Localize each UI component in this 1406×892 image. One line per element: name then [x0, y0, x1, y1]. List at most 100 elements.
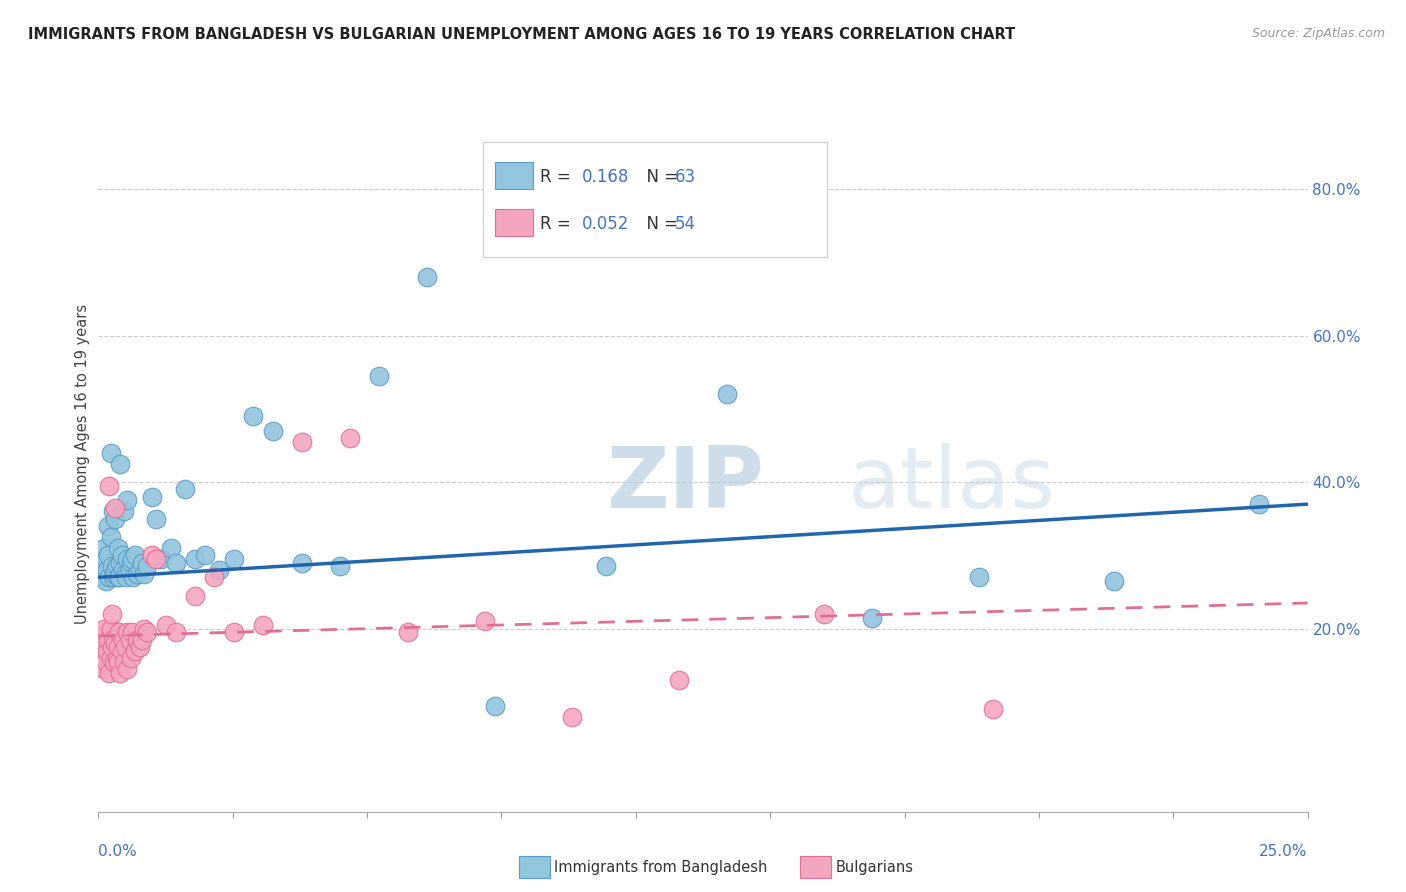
- Text: 54: 54: [675, 215, 696, 233]
- Text: 25.0%: 25.0%: [1260, 845, 1308, 859]
- Point: [124, 549, 146, 563]
- Point: [134, 622, 156, 636]
- Y-axis label: Unemployment Among Ages 16 to 19 years: Unemployment Among Ages 16 to 19 years: [75, 304, 90, 624]
- Point: [108, 556, 131, 570]
- Point: [117, 552, 139, 566]
- Point: [103, 655, 125, 669]
- Point: [121, 625, 143, 640]
- Point: [160, 541, 183, 555]
- Point: [98, 665, 121, 680]
- Point: [860, 610, 883, 624]
- Point: [716, 387, 738, 401]
- Point: [145, 552, 167, 566]
- Point: [115, 570, 138, 584]
- Point: [165, 625, 187, 640]
- Point: [90, 640, 112, 654]
- Text: IMMIGRANTS FROM BANGLADESH VS BULGARIAN UNEMPLOYMENT AMONG AGES 16 TO 19 YEARS C: IMMIGRANTS FROM BANGLADESH VS BULGARIAN …: [28, 27, 1015, 42]
- Point: [100, 651, 122, 665]
- Point: [329, 559, 352, 574]
- Point: [97, 632, 120, 647]
- Text: 0.168: 0.168: [582, 169, 630, 186]
- Point: [145, 512, 167, 526]
- Point: [93, 622, 115, 636]
- Point: [174, 483, 197, 497]
- Point: [112, 504, 135, 518]
- Point: [184, 589, 207, 603]
- Point: [242, 409, 264, 424]
- Point: [474, 615, 496, 629]
- Point: [222, 625, 245, 640]
- Point: [94, 552, 117, 566]
- Point: [91, 629, 114, 643]
- Point: [108, 457, 131, 471]
- Point: [127, 632, 149, 647]
- Point: [107, 655, 129, 669]
- Point: [120, 651, 142, 665]
- Text: 0.052: 0.052: [582, 215, 630, 233]
- Text: N =: N =: [636, 169, 683, 186]
- Point: [118, 563, 141, 577]
- Point: [396, 625, 419, 640]
- Point: [813, 607, 835, 621]
- Point: [127, 566, 149, 581]
- Point: [94, 655, 117, 669]
- Point: [101, 570, 124, 584]
- Point: [118, 632, 141, 647]
- Point: [262, 424, 284, 438]
- Point: [595, 559, 617, 574]
- Point: [117, 493, 139, 508]
- Point: [114, 640, 136, 654]
- Point: [108, 665, 131, 680]
- Point: [93, 662, 115, 676]
- Point: [290, 556, 312, 570]
- Point: [98, 570, 121, 584]
- Point: [120, 556, 142, 570]
- Text: R =: R =: [540, 215, 576, 233]
- Point: [252, 618, 274, 632]
- Point: [100, 622, 122, 636]
- Point: [165, 556, 187, 570]
- Point: [339, 431, 361, 445]
- Point: [107, 570, 129, 584]
- Point: [111, 549, 134, 563]
- Point: [104, 563, 127, 577]
- Text: N =: N =: [636, 215, 683, 233]
- Point: [208, 563, 231, 577]
- Point: [194, 549, 217, 563]
- Point: [111, 563, 134, 577]
- Point: [368, 368, 391, 383]
- Point: [98, 479, 121, 493]
- Point: [184, 552, 207, 566]
- Point: [117, 662, 139, 676]
- Text: Bulgarians: Bulgarians: [835, 861, 912, 875]
- Point: [107, 625, 129, 640]
- Point: [290, 434, 312, 449]
- Point: [141, 490, 163, 504]
- Point: [101, 607, 124, 621]
- Point: [111, 643, 134, 657]
- Point: [103, 566, 125, 581]
- Point: [131, 632, 153, 647]
- Point: [107, 570, 129, 584]
- Point: [204, 570, 226, 584]
- Point: [104, 636, 127, 650]
- Point: [104, 512, 127, 526]
- Point: [121, 552, 143, 566]
- Point: [141, 549, 163, 563]
- Point: [131, 556, 153, 570]
- Point: [150, 552, 173, 566]
- Point: [668, 673, 690, 687]
- Point: [91, 566, 114, 581]
- Point: [128, 640, 150, 654]
- Point: [124, 643, 146, 657]
- Point: [93, 541, 115, 555]
- Point: [100, 446, 122, 460]
- Point: [114, 566, 136, 581]
- Point: [112, 655, 135, 669]
- Point: [967, 570, 990, 584]
- Point: [104, 500, 127, 515]
- Point: [135, 559, 157, 574]
- Point: [155, 618, 177, 632]
- Point: [135, 625, 157, 640]
- Text: 0.0%: 0.0%: [98, 845, 138, 859]
